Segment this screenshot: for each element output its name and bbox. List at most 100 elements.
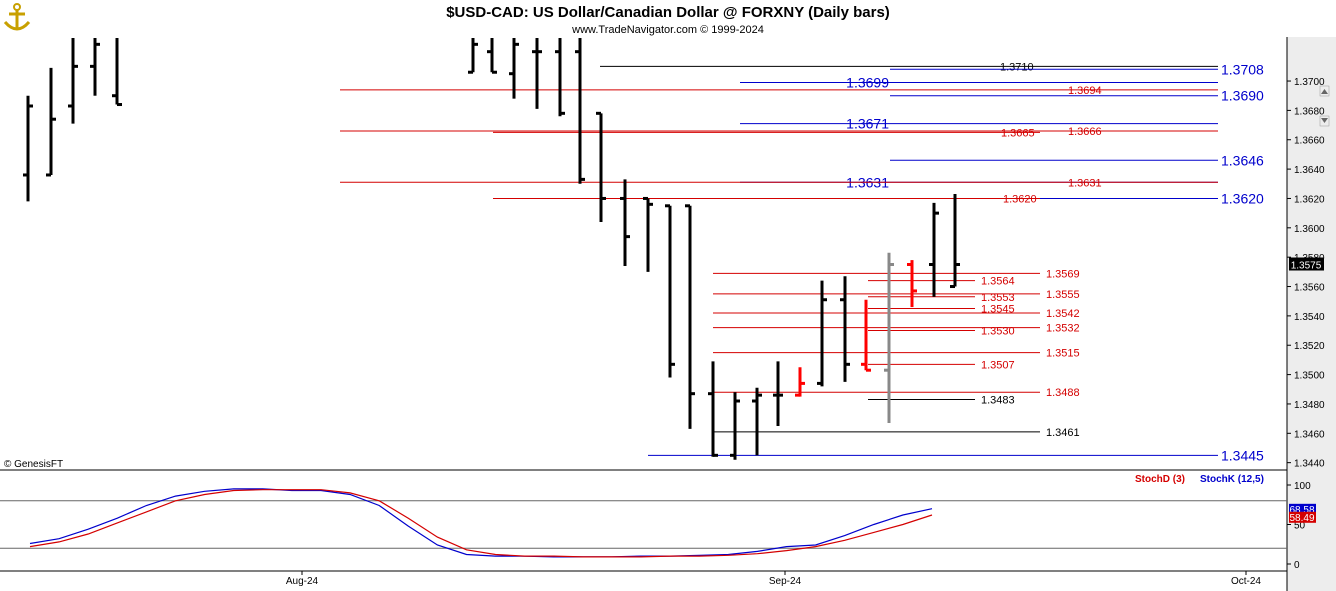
level-label: 1.3483 <box>981 395 1015 407</box>
ohlc-bar <box>884 252 894 424</box>
price-tick-label: 1.3680 <box>1294 106 1325 117</box>
price-tick-label: 1.3520 <box>1294 341 1325 352</box>
stochk-value-flag <box>1289 503 1316 515</box>
ohlc-bar <box>840 276 850 382</box>
level-label: 1.3699 <box>846 75 889 91</box>
level-label: 1.3620 <box>1003 193 1037 205</box>
copyright-label: © GenesisFT <box>4 459 63 470</box>
price-level: 1.3631 <box>340 177 1218 189</box>
legend-stochk: StochK (12,5) <box>1200 474 1264 485</box>
level-label: 1.3545 <box>981 304 1015 316</box>
axis-scroll-down[interactable] <box>1319 115 1330 127</box>
ohlc-bar <box>685 204 695 429</box>
ohlc-bar <box>795 367 805 397</box>
ohlc-bar <box>23 95 33 202</box>
price-level: 1.3553 <box>868 292 1015 304</box>
price-level: 1.3555 <box>713 289 1080 301</box>
ohlc-bar <box>468 38 478 74</box>
price-level: 1.3483 <box>868 395 1015 407</box>
stochk-value-label: 68.58 <box>1289 505 1314 516</box>
ohlc-bar <box>773 361 783 426</box>
last-price-label: 1.3575 <box>1291 261 1322 272</box>
stoch-tick-label: 100 <box>1294 481 1311 492</box>
ohlc-bar <box>665 204 675 378</box>
date-axis: Aug-24 Sep-24 Oct-24 <box>286 571 1261 587</box>
legend-stochd: StochD (3) <box>1135 474 1185 485</box>
price-level: 1.3564 <box>868 276 1015 288</box>
ohlc-bar <box>817 280 827 387</box>
price-level: 1.3665 <box>493 127 1040 139</box>
stoch-series-line <box>29 489 933 558</box>
ohlc-bar <box>929 202 939 297</box>
level-label: 1.3553 <box>981 292 1015 304</box>
price-level: 1.3646 <box>890 152 1264 168</box>
price-level: 1.3542 <box>713 308 1080 320</box>
level-label: 1.3690 <box>1221 88 1264 104</box>
ohlc-bar <box>555 38 565 117</box>
price-tick-label: 1.3600 <box>1294 224 1325 235</box>
scroll-up-icon <box>1321 89 1328 94</box>
ohlc-bar <box>752 387 762 456</box>
price-tick-label: 1.3500 <box>1294 371 1325 382</box>
date-tick-label: Aug-24 <box>286 576 319 587</box>
ohlc-bar <box>861 299 871 372</box>
level-label: 1.3542 <box>1046 308 1080 320</box>
ohlc-bar <box>68 38 78 124</box>
level-label: 1.3564 <box>981 276 1015 288</box>
price-tick-label: 1.3620 <box>1294 194 1325 205</box>
price-level: 1.3488 <box>713 387 1080 399</box>
level-label: 1.3530 <box>981 326 1015 338</box>
level-label: 1.3665 <box>1001 127 1035 139</box>
stochd-value-label: 58.49 <box>1289 513 1314 524</box>
price-level: 1.3461 <box>713 427 1080 439</box>
level-label: 1.3694 <box>1068 85 1102 97</box>
axis-scroll-up[interactable] <box>1319 85 1330 97</box>
price-level: 1.3666 <box>340 126 1218 138</box>
price-tick-label: 1.3460 <box>1294 429 1325 440</box>
level-label: 1.3515 <box>1046 348 1080 360</box>
ohlc-bar <box>620 179 630 266</box>
ohlc-bar <box>708 361 718 457</box>
level-label: 1.3708 <box>1221 61 1264 77</box>
level-label: 1.3461 <box>1046 427 1080 439</box>
chart-subtitle: www.TradeNavigator.com © 1999-2024 <box>571 24 764 36</box>
price-level: 1.3515 <box>713 348 1080 360</box>
price-level: 1.3699 <box>740 75 1218 91</box>
ohlc-bar <box>575 38 585 184</box>
price-tick-label: 1.3480 <box>1294 400 1325 411</box>
level-label: 1.3445 <box>1221 447 1264 463</box>
price-levels: 1.3710 1.3708 1.3699 1.3694 1.3690 1.3671 1.36… <box>340 61 1264 463</box>
price-level: 1.3708 <box>890 61 1264 77</box>
ohlc-bar <box>907 260 917 308</box>
ohlc-bar <box>46 67 56 177</box>
price-level: 1.3532 <box>713 323 1080 335</box>
price-level: 1.3694 <box>340 85 1218 97</box>
level-label: 1.3555 <box>1046 289 1080 301</box>
scroll-down-icon <box>1321 118 1328 123</box>
ohlc-bar <box>532 38 542 109</box>
price-tick-label: 1.3640 <box>1294 165 1325 176</box>
stoch-tick-label: 50 <box>1294 521 1306 532</box>
level-label: 1.3646 <box>1221 152 1264 168</box>
price-tick-label: 1.3560 <box>1294 283 1325 294</box>
price-tick-label: 1.3700 <box>1294 77 1325 88</box>
ohlc-bar <box>487 38 497 74</box>
level-label: 1.3666 <box>1068 126 1102 138</box>
ohlc-bar <box>509 38 519 99</box>
level-label: 1.3620 <box>1221 190 1264 206</box>
price-level: 1.3530 <box>868 326 1015 338</box>
price-level: 1.3690 <box>890 88 1264 104</box>
level-label: 1.3710 <box>1000 61 1034 73</box>
date-tick-label: Sep-24 <box>769 576 802 587</box>
price-tick-label: 1.3660 <box>1294 136 1325 147</box>
ohlc-bars <box>23 38 960 460</box>
ohlc-bar <box>730 392 740 460</box>
price-axis-ticks: 1.3440 1.3460 1.3480 1.3500 1.3520 1.3540 1.35… <box>1287 77 1325 470</box>
chart-title: $USD-CAD: US Dollar/Canadian Dollar @ FO… <box>446 4 890 21</box>
last-price-flag: 1.3575 <box>1289 257 1324 272</box>
price-level: 1.3507 <box>868 359 1015 371</box>
price-level: 1.3445 <box>648 447 1264 463</box>
stoch-series-line <box>29 488 933 558</box>
